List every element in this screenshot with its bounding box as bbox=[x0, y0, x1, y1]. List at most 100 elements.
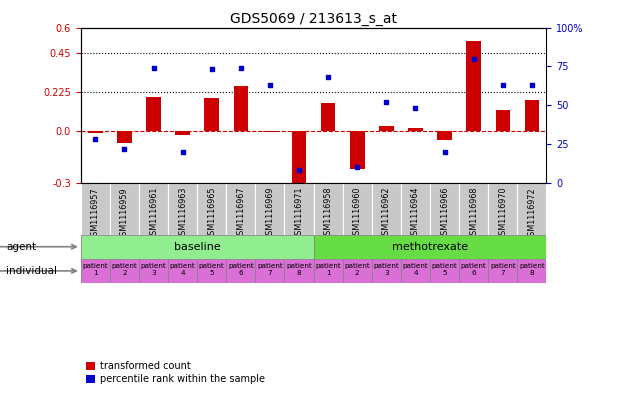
Text: GSM1116968: GSM1116968 bbox=[469, 187, 478, 241]
Point bbox=[381, 99, 391, 105]
Point bbox=[440, 149, 450, 155]
Text: individual: individual bbox=[6, 266, 57, 276]
Text: GSM1116962: GSM1116962 bbox=[382, 187, 391, 241]
Text: GSM1116963: GSM1116963 bbox=[178, 187, 187, 241]
Bar bbox=[430, 183, 459, 235]
Text: patient
8: patient 8 bbox=[286, 263, 312, 276]
Text: patient
4: patient 4 bbox=[170, 263, 196, 276]
Text: GSM1116957: GSM1116957 bbox=[91, 187, 100, 241]
Bar bbox=[255, 183, 284, 235]
Bar bbox=[488, 259, 517, 283]
Point bbox=[469, 55, 479, 62]
Point bbox=[352, 164, 362, 171]
Text: patient
1: patient 1 bbox=[83, 263, 108, 276]
Bar bbox=[263, 131, 277, 132]
Bar bbox=[168, 183, 197, 235]
Text: patient
2: patient 2 bbox=[345, 263, 370, 276]
Bar bbox=[284, 183, 314, 235]
Text: GSM1116960: GSM1116960 bbox=[353, 187, 362, 241]
Point bbox=[498, 82, 508, 88]
Legend: transformed count, percentile rank within the sample: transformed count, percentile rank withi… bbox=[86, 361, 265, 384]
Bar bbox=[314, 183, 343, 235]
Bar bbox=[88, 131, 102, 133]
Title: GDS5069 / 213613_s_at: GDS5069 / 213613_s_at bbox=[230, 13, 397, 26]
Bar bbox=[343, 183, 372, 235]
Bar bbox=[110, 259, 139, 283]
Bar bbox=[233, 86, 248, 131]
Text: patient
7: patient 7 bbox=[490, 263, 515, 276]
Point bbox=[527, 82, 537, 88]
Text: patient
2: patient 2 bbox=[112, 263, 137, 276]
Bar bbox=[314, 235, 546, 259]
Text: agent: agent bbox=[6, 242, 37, 252]
Bar bbox=[372, 259, 401, 283]
Bar bbox=[117, 131, 132, 143]
Bar bbox=[81, 235, 314, 259]
Bar bbox=[343, 259, 372, 283]
Text: GSM1116958: GSM1116958 bbox=[324, 187, 333, 241]
Text: GSM1116961: GSM1116961 bbox=[149, 187, 158, 241]
Bar bbox=[110, 183, 139, 235]
Text: GSM1116971: GSM1116971 bbox=[294, 187, 304, 241]
Bar bbox=[430, 259, 459, 283]
Point bbox=[119, 145, 129, 152]
Text: GSM1116966: GSM1116966 bbox=[440, 187, 449, 241]
Bar bbox=[292, 131, 306, 183]
Point bbox=[294, 167, 304, 174]
Bar bbox=[146, 97, 161, 131]
Bar bbox=[525, 100, 539, 131]
Bar bbox=[466, 41, 481, 131]
Text: patient
5: patient 5 bbox=[199, 263, 225, 276]
Text: GSM1116959: GSM1116959 bbox=[120, 187, 129, 241]
Bar bbox=[168, 259, 197, 283]
Bar bbox=[197, 259, 226, 283]
Bar bbox=[517, 183, 546, 235]
Point bbox=[90, 136, 100, 143]
Text: patient
7: patient 7 bbox=[257, 263, 283, 276]
Text: patient
1: patient 1 bbox=[315, 263, 341, 276]
Text: GSM1116965: GSM1116965 bbox=[207, 187, 216, 241]
Point bbox=[207, 66, 217, 73]
Bar bbox=[401, 183, 430, 235]
Bar bbox=[81, 259, 110, 283]
Text: patient
5: patient 5 bbox=[432, 263, 458, 276]
Bar bbox=[350, 131, 365, 169]
Bar bbox=[226, 183, 255, 235]
Point bbox=[148, 65, 158, 71]
Point bbox=[410, 105, 420, 112]
Bar bbox=[284, 259, 314, 283]
Text: GSM1116972: GSM1116972 bbox=[527, 187, 537, 241]
Bar bbox=[459, 183, 488, 235]
Bar bbox=[321, 103, 335, 131]
Bar bbox=[197, 183, 226, 235]
Bar bbox=[255, 259, 284, 283]
Text: GSM1116964: GSM1116964 bbox=[411, 187, 420, 241]
Bar bbox=[401, 259, 430, 283]
Text: patient
3: patient 3 bbox=[373, 263, 399, 276]
Text: baseline: baseline bbox=[174, 242, 220, 252]
Text: patient
4: patient 4 bbox=[402, 263, 428, 276]
Bar bbox=[372, 183, 401, 235]
Bar bbox=[488, 183, 517, 235]
Bar bbox=[496, 110, 510, 131]
Bar bbox=[459, 259, 488, 283]
Bar bbox=[408, 128, 423, 131]
Bar bbox=[314, 259, 343, 283]
Text: patient
6: patient 6 bbox=[228, 263, 254, 276]
Bar bbox=[517, 259, 546, 283]
Bar bbox=[175, 131, 190, 134]
Bar bbox=[204, 98, 219, 131]
Text: patient
3: patient 3 bbox=[140, 263, 166, 276]
Point bbox=[265, 82, 275, 88]
Point bbox=[236, 65, 246, 71]
Bar bbox=[226, 259, 255, 283]
Bar bbox=[139, 183, 168, 235]
Text: GSM1116967: GSM1116967 bbox=[237, 187, 245, 241]
Text: methotrexate: methotrexate bbox=[392, 242, 468, 252]
Point bbox=[323, 74, 333, 80]
Text: patient
6: patient 6 bbox=[461, 263, 487, 276]
Point bbox=[178, 149, 188, 155]
Bar bbox=[437, 131, 452, 140]
Text: patient
8: patient 8 bbox=[519, 263, 545, 276]
Text: GSM1116969: GSM1116969 bbox=[265, 187, 274, 241]
